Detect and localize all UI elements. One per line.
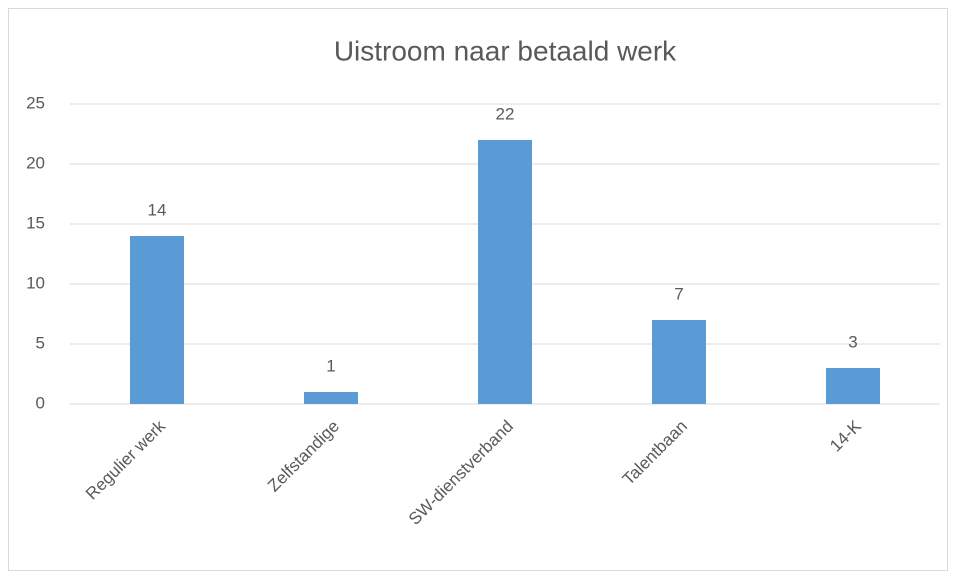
y-tick-label: 15 [26,213,45,232]
data-label: 7 [674,284,683,303]
bar [826,368,880,404]
y-tick-label: 20 [26,153,45,172]
data-label: 3 [848,332,857,351]
y-tick-label: 0 [36,393,45,412]
data-label: 1 [326,356,335,375]
y-tick-label: 10 [26,273,45,292]
y-tick-label: 5 [36,333,45,352]
y-tick-label: 25 [26,93,45,112]
bar [130,236,184,404]
chart-title: Uistroom naar betaald werk [334,35,677,66]
bar [652,320,706,404]
bar [304,392,358,404]
data-label: 22 [496,104,515,123]
data-label: 14 [148,200,167,219]
bar [478,140,532,404]
